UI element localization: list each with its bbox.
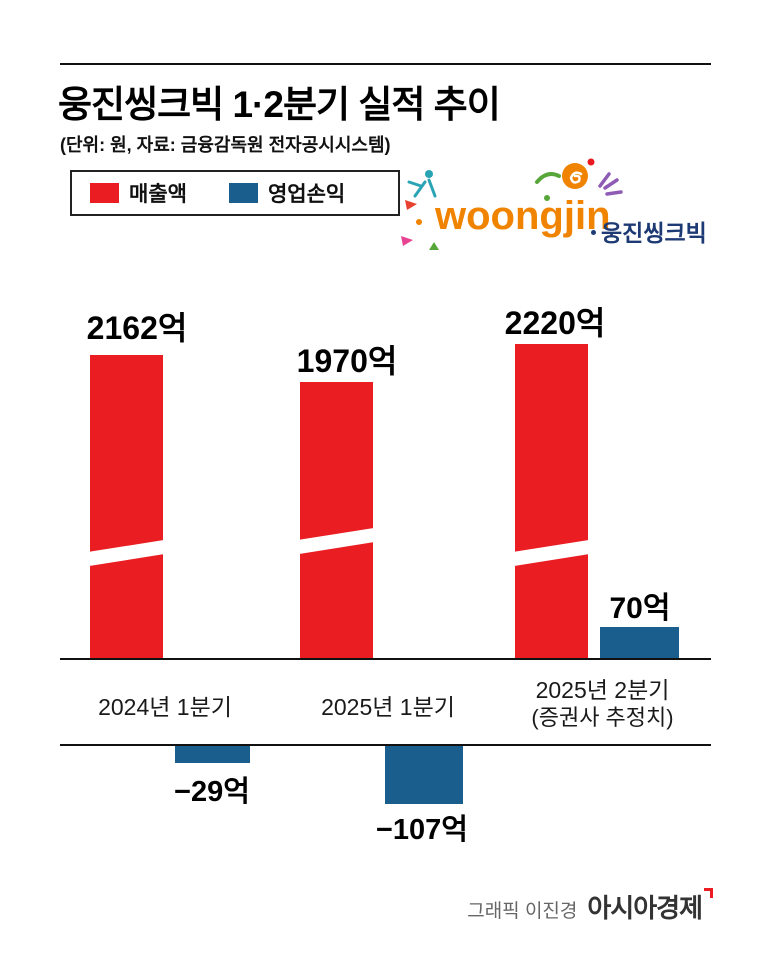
top-divider [60, 63, 711, 65]
profit-value-2024q1: −29억 [174, 776, 250, 808]
chart-baseline [60, 658, 711, 660]
axis-break-mark [90, 538, 163, 568]
woongjin-logo: woongjin 웅진씽크빅 [395, 152, 725, 272]
profit-legend-label: 영업손익 [267, 183, 346, 206]
profit-bar-2025q2 [600, 627, 679, 658]
logo-doodle-icon [401, 158, 623, 250]
revenue-bar-2025q2 [515, 344, 588, 658]
revenue-value-2025q2: 2220억 [504, 305, 606, 341]
profit-legend-swatch [228, 183, 258, 203]
category-label-2025q2-line2: (증권사 추정치) [531, 705, 674, 730]
publisher-mark-icon [704, 888, 713, 898]
profit-value-2025q2: 70억 [609, 592, 671, 625]
logo-dot-icon [591, 230, 596, 235]
chart-legend: 매출액 영업손익 [70, 170, 400, 216]
graphic-credit: 그래픽 이진경 [467, 901, 578, 922]
axis-break-mark [515, 538, 588, 568]
category-label-2025q1: 2025년 1분기 [321, 694, 455, 720]
publisher-logo: 아시아경제 [587, 893, 703, 923]
category-label-2025q2-line1: 2025년 2분기 [535, 677, 670, 703]
revenue-bar-2024q1 [90, 355, 163, 658]
category-label-2024q1: 2024년 1분기 [98, 694, 232, 720]
profit-value-2025q1: −107억 [375, 814, 468, 846]
category-label-2025q2: 2025년 2분기 (증권사 추정치) [495, 676, 710, 732]
revenue-legend-label: 매출액 [129, 183, 187, 206]
revenue-value-2025q1: 1970억 [296, 343, 398, 379]
logo-brand-en: woongjin [435, 194, 611, 238]
revenue-value-2024q1: 2162억 [86, 310, 188, 346]
unit-source-note: (단위: 원, 자료: 금융감독원 전자공시시스템) [60, 135, 391, 155]
profit-bar-2024q1 [175, 746, 250, 763]
revenue-legend-swatch [90, 183, 119, 203]
axis-break-mark [300, 526, 373, 556]
page-title: 웅진씽크빅 1·2분기 실적 추이 [58, 84, 501, 125]
footer-credit: 그래픽 이진경 아시아경제 [467, 888, 713, 925]
revenue-bar-2025q1 [300, 382, 373, 658]
profit-bar-2025q1 [385, 746, 463, 804]
profit-axis-line [60, 744, 711, 746]
logo-brand-kr: 웅진씽크빅 [601, 220, 707, 246]
